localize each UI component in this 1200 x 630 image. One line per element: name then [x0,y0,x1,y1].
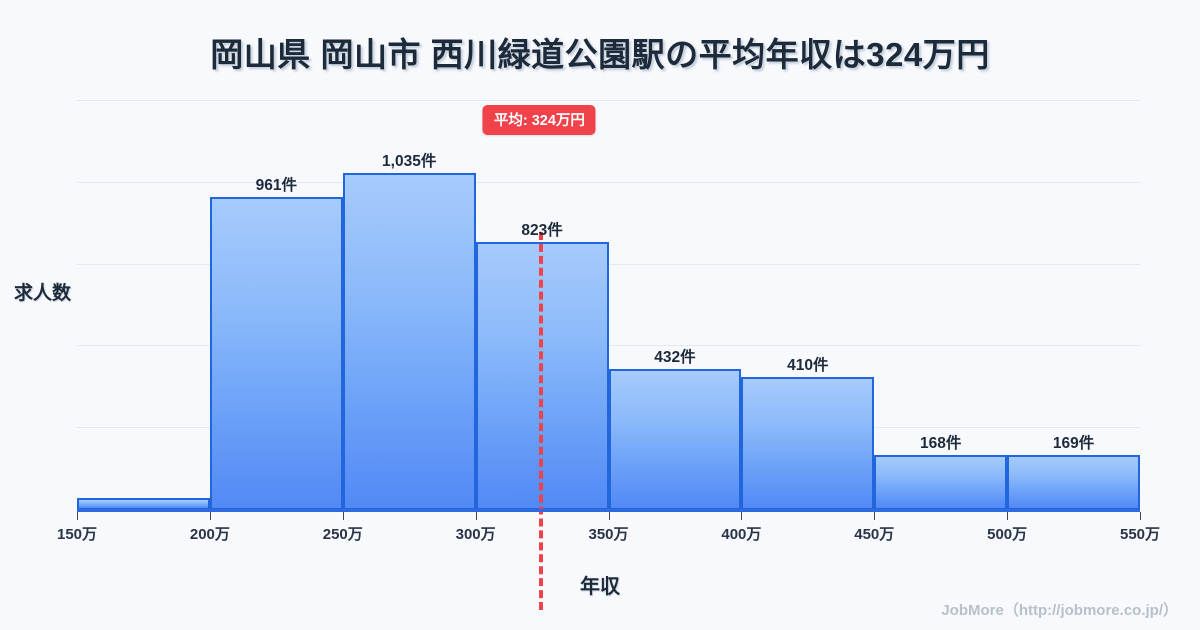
gridline [77,181,1140,183]
x-axis-tick [1007,512,1009,520]
x-axis-tick-label: 550万 [1119,526,1161,543]
histogram-bar[interactable] [342,173,476,510]
y-axis-title: 求人数 [14,283,72,304]
x-axis-tick-label: 450万 [854,526,895,543]
histogram-bar[interactable] [1007,455,1140,510]
x-axis-tick [1140,512,1141,520]
bar-value-label: 432件 [654,349,696,367]
bar-value-label: 169件 [1052,435,1095,452]
page-title: 岡山県 岡山市 西川緑道公園駅の平均年収は324万円 [210,36,990,73]
x-axis-tick-label: 300万 [455,526,496,543]
x-axis-tick [209,512,211,520]
x-axis-tick [77,512,78,520]
gridline [77,345,1140,347]
bar-value-label: 823件 [521,222,563,240]
bar-value-label: 961件 [255,177,297,195]
x-axis-tick [741,512,743,520]
histogram-bar[interactable] [741,376,875,510]
x-axis-baseline [77,509,1140,512]
histogram-bar[interactable] [209,197,343,510]
x-axis-tick-label: 200万 [189,526,230,543]
watermark-credit: JobMore（http://jobmore.co.jp/） [941,602,1178,619]
x-axis-tick [608,512,610,520]
average-line-marker [539,232,544,610]
histogram-bar[interactable] [874,455,1008,510]
gridline [77,263,1140,265]
x-axis-tick-label: 400万 [721,526,762,543]
average-value-badge: 平均: 324万円 [482,105,596,135]
gridline [77,100,1140,101]
x-axis-tick [342,512,344,520]
x-axis-title: 年収 [580,576,620,598]
histogram-bar[interactable] [608,369,742,510]
x-axis-tick-label: 350万 [588,526,629,543]
bar-value-label: 410件 [787,356,829,374]
x-axis-tick [874,512,876,520]
x-axis-tick-label: 250万 [322,526,363,543]
bar-value-label: 168件 [920,435,962,453]
plot-area [77,100,1140,610]
x-axis-tick-label: 500万 [987,526,1028,543]
x-axis-tick [475,512,477,520]
bar-value-label: 1,035件 [382,153,437,171]
x-axis-tick-label: 150万 [56,526,98,543]
